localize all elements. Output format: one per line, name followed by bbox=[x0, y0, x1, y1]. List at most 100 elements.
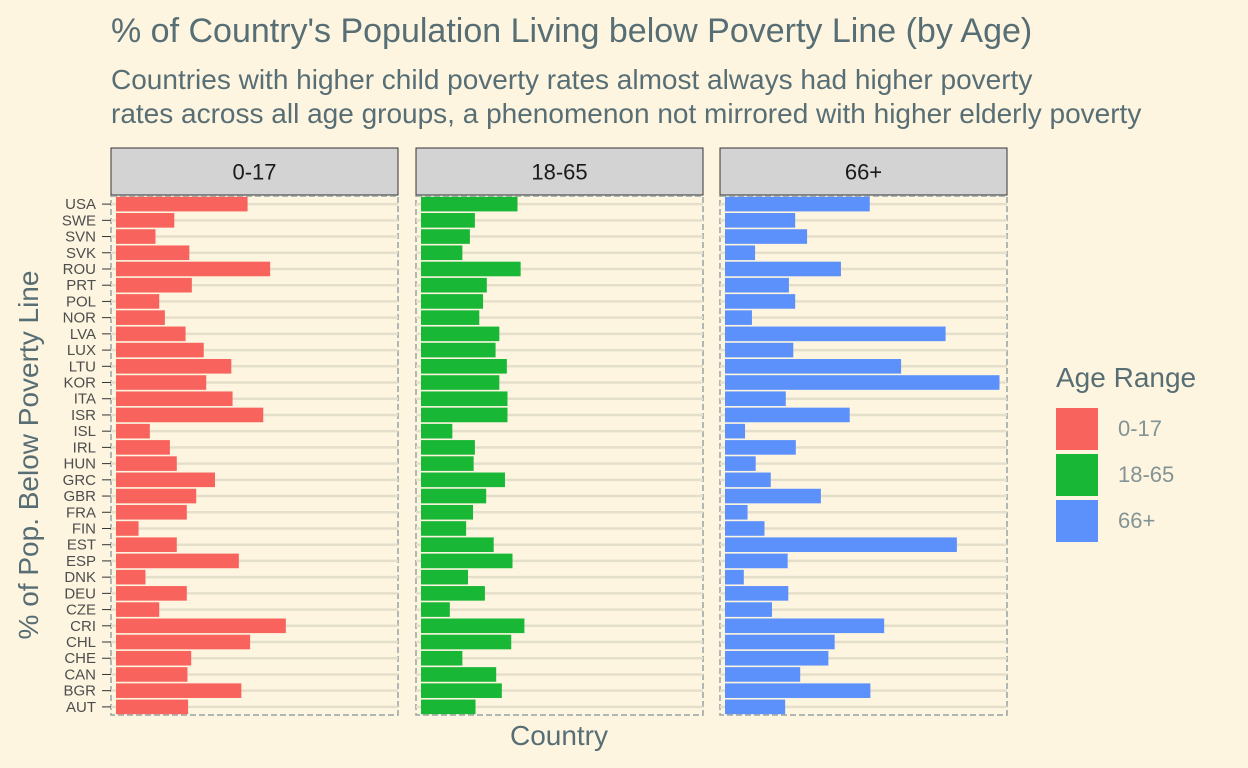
facet-panel-66+: 66+ bbox=[719, 147, 1008, 716]
bar-0-17-AUT bbox=[116, 699, 189, 715]
legend-swatch-0-17 bbox=[1056, 408, 1098, 450]
facet-strip-label: 0-17 bbox=[232, 160, 276, 185]
bar-66+-ROU bbox=[725, 261, 841, 277]
facet-strip bbox=[415, 147, 704, 196]
facet-strip-label: 66+ bbox=[845, 160, 882, 185]
bar-18-65-ISR bbox=[421, 407, 508, 423]
bar-66+-CHL bbox=[725, 634, 835, 650]
bar-18-65-LTU bbox=[421, 358, 507, 374]
bar-0-17-POL bbox=[116, 294, 160, 309]
y-tick-label: CHL bbox=[66, 634, 96, 651]
y-axis-label: % of Pop. Below Poverty Line bbox=[13, 271, 44, 640]
bar-66+-LVA bbox=[725, 326, 946, 342]
bar-18-65-SVN bbox=[421, 229, 470, 244]
bar-18-65-IRL bbox=[421, 440, 475, 455]
y-tick-label: CAN bbox=[64, 666, 96, 683]
bar-66+-SWE bbox=[725, 213, 796, 228]
bar-0-17-USA bbox=[116, 196, 248, 212]
chart-subtitle-line-1: Countries with higher child poverty rate… bbox=[111, 64, 1033, 95]
bar-18-65-AUT bbox=[421, 699, 476, 715]
legend-item-66plus: 66+ bbox=[1056, 498, 1196, 544]
bar-0-17-LTU bbox=[116, 358, 232, 374]
bar-18-65-ESP bbox=[421, 553, 513, 569]
bar-66+-BGR bbox=[725, 683, 871, 698]
bar-0-17-CAN bbox=[116, 667, 188, 682]
legend-swatch-18-65 bbox=[1056, 454, 1098, 496]
bar-18-65-EST bbox=[421, 537, 494, 553]
y-tick-label: CRI bbox=[70, 618, 96, 635]
bar-18-65-KOR bbox=[421, 375, 500, 390]
y-tick-label: EST bbox=[67, 537, 96, 554]
bar-0-17-KOR bbox=[116, 375, 207, 390]
bar-66+-CZE bbox=[725, 602, 772, 617]
bar-0-17-EST bbox=[116, 537, 177, 553]
legend-title: Age Range bbox=[1056, 362, 1197, 393]
y-tick-label: ISR bbox=[71, 407, 96, 424]
bar-66+-DEU bbox=[725, 586, 789, 601]
legend-label-0-17: 0-17 bbox=[1118, 416, 1163, 441]
y-tick-label: DEU bbox=[64, 585, 96, 602]
bar-18-65-BGR bbox=[421, 683, 502, 698]
bar-0-17-LVA bbox=[116, 326, 186, 342]
bar-18-65-GBR bbox=[421, 488, 487, 504]
bar-18-65-CHL bbox=[421, 634, 512, 650]
y-tick-label: POL bbox=[66, 293, 96, 310]
bar-0-17-CHE bbox=[116, 650, 192, 666]
bar-66+-EST bbox=[725, 537, 957, 553]
legend-label-18-65: 18-65 bbox=[1118, 462, 1175, 487]
bar-0-17-BGR bbox=[116, 683, 242, 698]
y-tick-label: DNK bbox=[64, 569, 96, 586]
y-tick-label: CZE bbox=[66, 602, 96, 619]
chart-title: % of Country's Population Living below P… bbox=[111, 12, 1033, 50]
y-tick-label: ESP bbox=[66, 553, 96, 570]
bar-0-17-CRI bbox=[116, 618, 286, 634]
legend-label-66plus: 66+ bbox=[1118, 508, 1156, 533]
chart-subtitle-line-2: rates across all age groups, a phenomeno… bbox=[111, 98, 1142, 129]
bar-18-65-SWE bbox=[421, 213, 475, 228]
bar-18-65-ITA bbox=[421, 391, 508, 407]
y-tick-label: LVA bbox=[70, 326, 96, 343]
facet-panel-0-17: 0-17 bbox=[110, 147, 399, 716]
facet-strip-label: 18-65 bbox=[531, 160, 587, 185]
bar-18-65-CAN bbox=[421, 667, 497, 682]
bar-66+-ESP bbox=[725, 553, 788, 569]
bar-0-17-DNK bbox=[116, 569, 146, 585]
bar-0-17-DEU bbox=[116, 586, 187, 601]
bar-18-65-LVA bbox=[421, 326, 500, 342]
y-tick-label: SWE bbox=[62, 212, 96, 229]
y-tick-label: SVN bbox=[65, 229, 96, 246]
bar-66+-ITA bbox=[725, 391, 786, 407]
bar-0-17-PRT bbox=[116, 277, 192, 293]
bar-66+-LTU bbox=[725, 358, 902, 374]
bar-66+-USA bbox=[725, 196, 870, 212]
bar-0-17-FIN bbox=[116, 521, 139, 536]
bar-18-65-DNK bbox=[421, 569, 468, 585]
bar-18-65-HUN bbox=[421, 456, 474, 471]
panel-border bbox=[110, 195, 399, 716]
bar-18-65-PRT bbox=[421, 277, 487, 293]
bar-18-65-GRC bbox=[421, 472, 505, 488]
x-axis-label: Country bbox=[510, 720, 608, 751]
bar-66+-POL bbox=[725, 294, 796, 309]
panel-border bbox=[415, 195, 704, 716]
bar-66+-HUN bbox=[725, 456, 756, 471]
bar-18-65-SVK bbox=[421, 245, 463, 261]
bar-0-17-IRL bbox=[116, 440, 170, 455]
y-tick-label: FRA bbox=[66, 504, 96, 521]
y-tick-label: IRL bbox=[73, 439, 96, 456]
facet-panel-18-65: 18-65 bbox=[415, 147, 704, 716]
bar-66+-GRC bbox=[725, 472, 771, 488]
bar-66+-SVN bbox=[725, 229, 808, 244]
legend-item-0-17: 0-17 bbox=[1056, 406, 1196, 452]
bar-0-17-CHL bbox=[116, 634, 251, 650]
y-tick-label: KOR bbox=[63, 375, 96, 392]
bar-18-65-DEU bbox=[421, 586, 485, 601]
y-tick-label: CHE bbox=[64, 650, 96, 667]
legend-item-18-65: 18-65 bbox=[1056, 452, 1196, 498]
bar-0-17-HUN bbox=[116, 456, 177, 471]
panel-border bbox=[719, 195, 1008, 716]
y-tick-label: HUN bbox=[64, 456, 97, 473]
y-tick-label: GBR bbox=[63, 488, 96, 505]
bar-18-65-ISL bbox=[421, 423, 453, 439]
y-tick-label: LUX bbox=[67, 342, 96, 359]
